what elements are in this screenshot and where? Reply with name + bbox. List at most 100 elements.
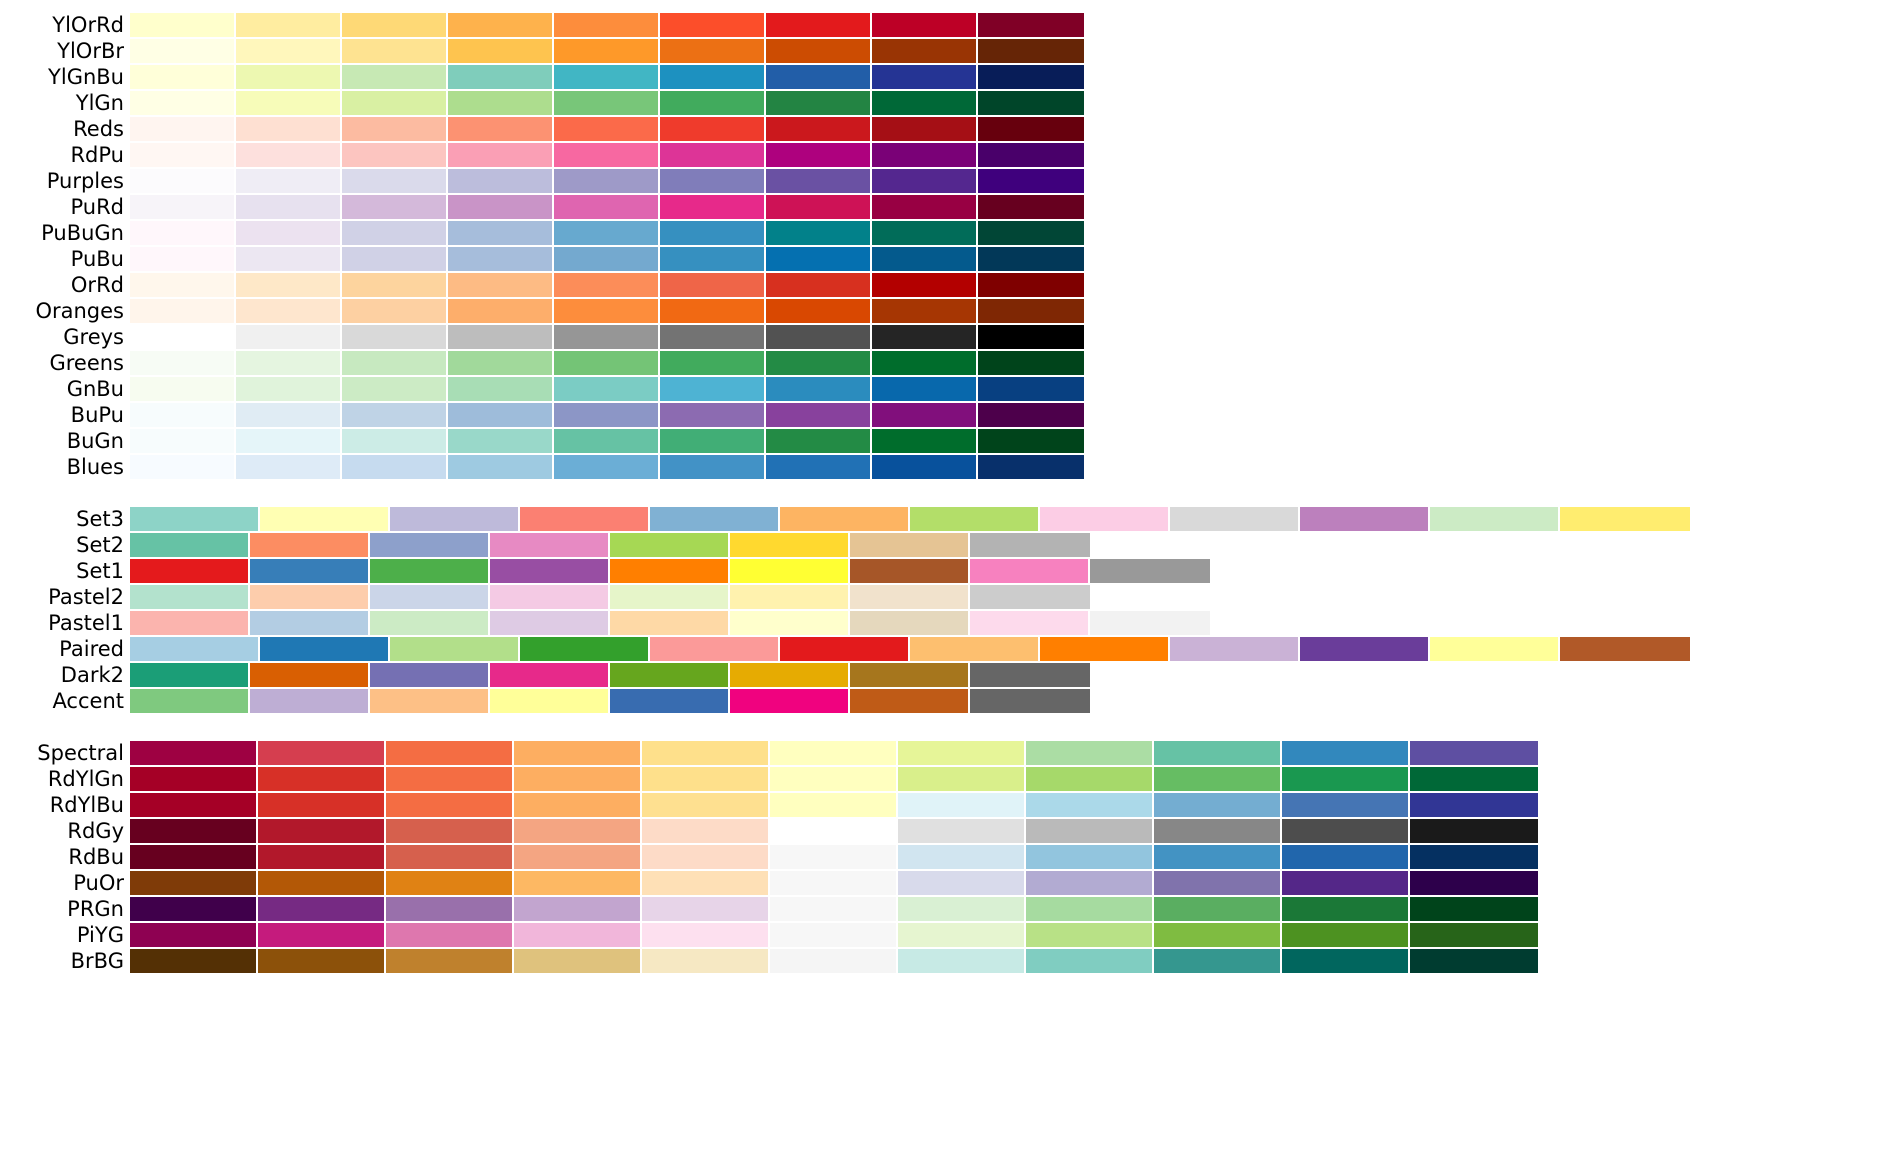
colormap-label: YlOrRd: [12, 13, 130, 37]
color-swatch: [660, 195, 766, 219]
color-swatch: [342, 91, 448, 115]
colormap-label: GnBu: [12, 377, 130, 401]
color-swatch: [1282, 819, 1410, 843]
color-swatch: [130, 117, 236, 141]
color-swatch: [1026, 741, 1154, 765]
colormap-label: Accent: [12, 689, 130, 713]
color-swatch: [342, 169, 448, 193]
color-swatch: [386, 949, 514, 973]
color-swatch: [258, 793, 386, 817]
color-swatch: [370, 611, 490, 635]
color-swatch: [660, 39, 766, 63]
color-swatch: [642, 897, 770, 921]
color-swatch: [1026, 793, 1154, 817]
colormap-group-diverging: SpectralRdYlGnRdYlBuRdGyRdBuPuOrPRGnPiYG…: [12, 740, 1864, 974]
colormap-row: RdYlGn: [12, 766, 1864, 792]
color-swatch: [130, 871, 258, 895]
colormap-swatch-strip: [130, 351, 1084, 375]
color-swatch: [1300, 637, 1430, 661]
colormap-swatch-strip: [130, 325, 1084, 349]
color-swatch: [872, 273, 978, 297]
colormap-row: BuPu: [12, 402, 1864, 428]
colormap-swatch-strip: [130, 585, 1090, 609]
colormap-swatch-strip: [130, 273, 1084, 297]
colormap-label: Paired: [12, 637, 130, 661]
color-swatch: [910, 507, 1040, 531]
color-swatch: [130, 845, 258, 869]
color-swatch: [370, 663, 490, 687]
color-swatch: [342, 143, 448, 167]
color-swatch: [872, 91, 978, 115]
color-swatch: [554, 169, 660, 193]
color-swatch: [770, 949, 898, 973]
color-swatch: [386, 897, 514, 921]
color-swatch: [448, 13, 554, 37]
colormap-row: BrBG: [12, 948, 1864, 974]
color-swatch: [766, 247, 872, 271]
color-swatch: [258, 819, 386, 843]
color-swatch: [448, 429, 554, 453]
color-swatch: [514, 923, 642, 947]
color-swatch: [342, 299, 448, 323]
colormap-swatch-strip: [130, 845, 1538, 869]
colormap-swatch-strip: [130, 247, 1084, 271]
color-swatch: [766, 39, 872, 63]
colormap-row: Spectral: [12, 740, 1864, 766]
color-swatch: [130, 195, 236, 219]
color-swatch: [554, 221, 660, 245]
color-swatch: [1560, 637, 1690, 661]
color-swatch: [970, 663, 1090, 687]
color-swatch: [130, 169, 236, 193]
color-swatch: [258, 741, 386, 765]
color-swatch: [978, 195, 1084, 219]
color-swatch: [1410, 845, 1538, 869]
color-swatch: [448, 455, 554, 479]
colormap-row: RdGy: [12, 818, 1864, 844]
color-swatch: [514, 793, 642, 817]
color-swatch: [236, 273, 342, 297]
color-swatch: [660, 169, 766, 193]
color-swatch: [1154, 923, 1282, 947]
color-swatch: [130, 585, 250, 609]
colormap-row: YlGn: [12, 90, 1864, 116]
color-swatch: [130, 949, 258, 973]
color-swatch: [490, 585, 610, 609]
color-swatch: [130, 455, 236, 479]
color-swatch: [1154, 767, 1282, 791]
color-swatch: [1170, 637, 1300, 661]
color-swatch: [130, 507, 260, 531]
color-swatch: [130, 741, 258, 765]
color-swatch: [448, 169, 554, 193]
color-swatch: [236, 13, 342, 37]
color-swatch: [978, 273, 1084, 297]
color-swatch: [872, 221, 978, 245]
color-swatch: [1154, 845, 1282, 869]
colormap-row: Greys: [12, 324, 1864, 350]
color-swatch: [1410, 871, 1538, 895]
color-swatch: [130, 143, 236, 167]
color-swatch: [258, 767, 386, 791]
colormap-swatch-strip: [130, 611, 1210, 635]
color-swatch: [978, 221, 1084, 245]
color-swatch: [660, 403, 766, 427]
colormap-reference-figure: YlOrRdYlOrBrYlGnBuYlGnRedsRdPuPurplesPuR…: [0, 0, 1884, 1024]
color-swatch: [610, 689, 730, 713]
color-swatch: [1430, 507, 1560, 531]
colormap-swatch-strip: [130, 39, 1084, 63]
color-swatch: [610, 663, 730, 687]
color-swatch: [1026, 819, 1154, 843]
color-swatch: [1282, 949, 1410, 973]
color-swatch: [390, 637, 520, 661]
color-swatch: [872, 377, 978, 401]
color-swatch: [766, 429, 872, 453]
color-swatch: [978, 403, 1084, 427]
color-swatch: [766, 143, 872, 167]
color-swatch: [1090, 611, 1210, 635]
color-swatch: [898, 949, 1026, 973]
colormap-label: BuGn: [12, 429, 130, 453]
colormap-row: Accent: [12, 688, 1864, 714]
color-swatch: [342, 325, 448, 349]
colormap-swatch-strip: [130, 559, 1210, 583]
color-swatch: [236, 455, 342, 479]
color-swatch: [766, 325, 872, 349]
